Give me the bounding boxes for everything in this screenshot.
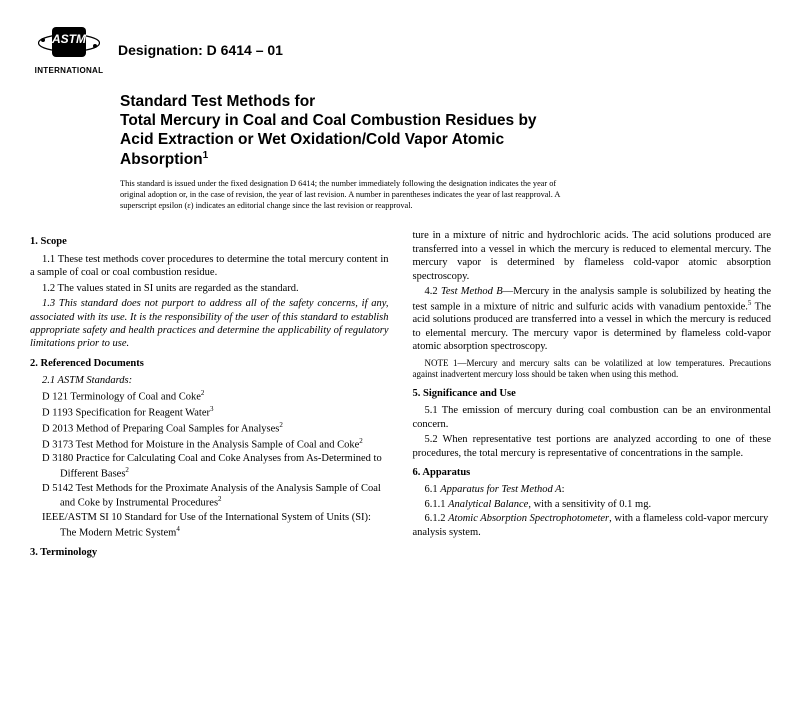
ref-d3173: D 3173 Test Method for Moisture in the A…: [30, 437, 389, 452]
section-3-head: 3. Terminology: [30, 546, 389, 559]
para-4-cont: ture in a mixture of nitric and hydrochl…: [413, 229, 772, 283]
title-line-3: Acid Extraction or Wet Oxidation/Cold Va…: [120, 131, 504, 148]
page-root: ASTM INTERNATIONAL Designation: D 6414 –…: [0, 0, 801, 707]
para-6-1-1: 6.1.1 Analytical Balance, with a sensiti…: [413, 498, 772, 511]
title-superscript: 1: [203, 150, 209, 161]
para-6-1-2: 6.1.2 Atomic Absorption Spectrophotomete…: [413, 512, 772, 539]
document-title: Standard Test Methods for Total Mercury …: [120, 93, 700, 170]
para-1-2: 1.2 The values stated in SI units are re…: [30, 282, 389, 295]
title-line-2: Total Mercury in Coal and Coal Combustio…: [120, 112, 537, 129]
std-note-l3: superscript epsilon (ε) indicates an edi…: [120, 201, 413, 210]
ref-d1193: D 1193 Specification for Reagent Water3: [30, 405, 389, 420]
logo-block: ASTM INTERNATIONAL: [30, 18, 108, 75]
std-note-l1: This standard is issued under the fixed …: [120, 179, 556, 188]
international-label: INTERNATIONAL: [30, 66, 108, 75]
para-1-3: 1.3 This standard does not purport to ad…: [30, 297, 389, 351]
note-1: NOTE 1—Mercury and mercury salts can be …: [413, 358, 772, 381]
svg-text:ASTM: ASTM: [51, 32, 87, 46]
ref-d5142: D 5142 Test Methods for the Proximate An…: [30, 482, 389, 510]
section-5-head: 5. Significance and Use: [413, 387, 772, 400]
ref-d3180: D 3180 Practice for Calculating Coal and…: [30, 452, 389, 480]
section-1-head: 1. Scope: [30, 235, 389, 248]
para-5-2: 5.2 When representative test portions ar…: [413, 433, 772, 460]
ref-d121: D 121 Terminology of Coal and Coke2: [30, 389, 389, 404]
title-line-1: Standard Test Methods for: [120, 93, 315, 110]
body-columns: 1. Scope 1.1 These test methods cover pr…: [30, 229, 771, 563]
header-row: ASTM INTERNATIONAL Designation: D 6414 –…: [30, 18, 771, 75]
para-4-2: 4.2 Test Method B—Mercury in the analysi…: [413, 285, 772, 354]
section-6-head: 6. Apparatus: [413, 466, 772, 479]
para-6-1: 6.1 Apparatus for Test Method A:: [413, 483, 772, 496]
ref-ieee-si10: IEEE/ASTM SI 10 Standard for Use of the …: [30, 511, 389, 539]
astm-logo-icon: ASTM: [38, 18, 100, 64]
para-1-1: 1.1 These test methods cover procedures …: [30, 253, 389, 280]
title-line-4: Absorption: [120, 151, 203, 168]
std-note-l2: original adoption or, in the case of rev…: [120, 190, 560, 199]
para-5-1: 5.1 The emission of mercury during coal …: [413, 404, 772, 431]
designation-text: Designation: D 6414 – 01: [118, 42, 283, 58]
ref-d2013: D 2013 Method of Preparing Coal Samples …: [30, 421, 389, 436]
section-2-head: 2. Referenced Documents: [30, 357, 389, 370]
standard-issue-note: This standard is issued under the fixed …: [120, 178, 680, 212]
ref-sub-2-1: 2.1 ASTM Standards:: [30, 374, 389, 387]
